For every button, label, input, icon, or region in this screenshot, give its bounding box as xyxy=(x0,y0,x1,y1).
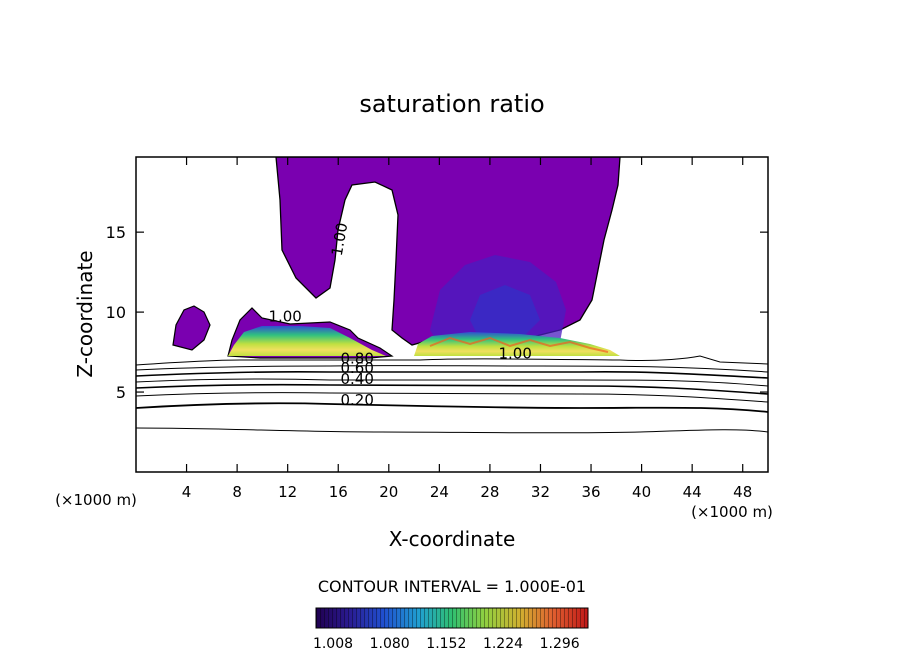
cloud-core-left xyxy=(228,326,386,356)
y-axis: 5 10 15 xyxy=(106,223,768,402)
y-axis-label: Z-coordinate xyxy=(73,250,97,377)
contour-label: 0.20 xyxy=(340,391,373,409)
x-tick-label: 16 xyxy=(329,483,348,501)
contour-label: 1.00 xyxy=(328,221,352,257)
contour-labels: 1.00 1.00 1.00 0.800.600.40 0.20 xyxy=(268,221,531,409)
contour-label: 0.40 xyxy=(340,370,373,388)
x-tick-label: 20 xyxy=(379,483,398,501)
colorbar xyxy=(315,607,589,629)
colorbar-tick-label: 1.224 xyxy=(483,636,523,652)
colorbar-ticks: 1.008 1.080 1.152 1.224 1.296 xyxy=(313,636,580,652)
colorbar-tick-label: 1.152 xyxy=(426,636,466,652)
x-tick-label: 12 xyxy=(278,483,297,501)
plot-frame xyxy=(135,156,769,473)
colorbar-tick-label: 1.080 xyxy=(370,636,410,652)
x-tick-label: 36 xyxy=(581,483,600,501)
saturated-core-inner xyxy=(470,285,540,340)
x-tick-label: 24 xyxy=(430,483,449,501)
x-tick-label: 32 xyxy=(531,483,550,501)
x-tick-label: 28 xyxy=(480,483,499,501)
y-tick-label: 15 xyxy=(106,223,126,242)
chart-title: saturation ratio xyxy=(359,90,544,118)
x-unit-right: (×1000 m) xyxy=(691,503,773,521)
x-axis: 4 8 12 16 20 24 28 32 36 40 44 48 xyxy=(182,157,752,501)
cloud-hotspots xyxy=(429,336,609,353)
x-unit-left: (×1000 m) xyxy=(55,491,137,509)
x-tick-label: 40 xyxy=(632,483,651,501)
contour-label: 0.60 xyxy=(340,359,373,377)
x-tick-label: 8 xyxy=(232,483,242,501)
contour-label: 1.00 xyxy=(498,344,531,362)
contour-label: 0.80 xyxy=(340,349,373,367)
contour-field xyxy=(136,157,768,434)
saturated-blob-left xyxy=(172,305,211,351)
x-tick-label: 4 xyxy=(182,483,192,501)
colorbar-tick-label: 1.008 xyxy=(313,636,353,652)
x-axis-label: X-coordinate xyxy=(389,527,516,551)
contour-interval: CONTOUR INTERVAL = 1.000E-01 xyxy=(318,577,586,596)
y-tick-label: 10 xyxy=(106,303,126,322)
contour-label: 1.00 xyxy=(268,308,301,326)
y-tick-label: 5 xyxy=(116,383,126,402)
x-tick-label: 44 xyxy=(683,483,702,501)
x-tick-label: 48 xyxy=(733,483,752,501)
colorbar-tick-label: 1.296 xyxy=(540,636,580,652)
contour-lines xyxy=(136,355,768,434)
